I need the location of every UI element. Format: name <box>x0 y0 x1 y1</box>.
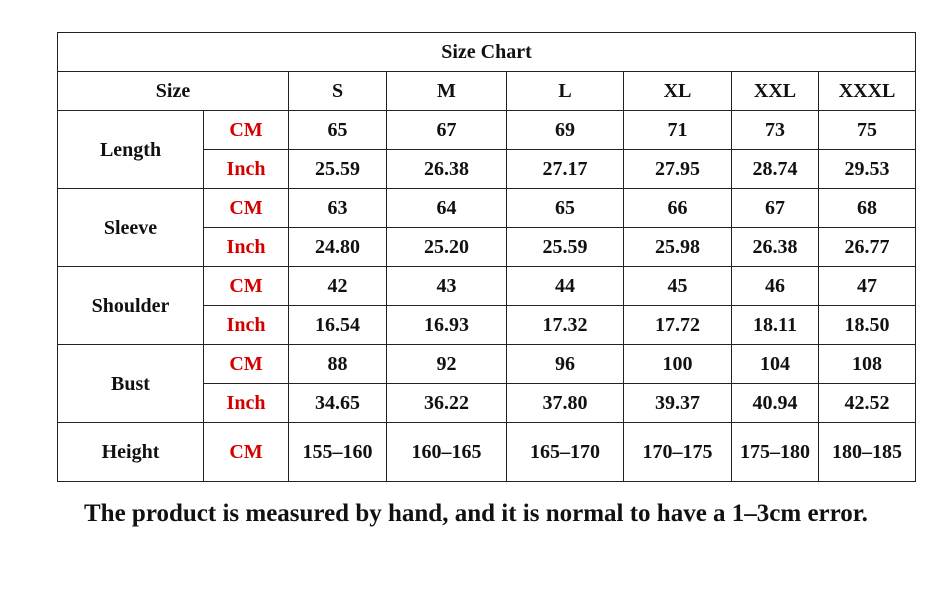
size-value: 46 <box>731 266 819 306</box>
data-row: Shoulder CM 42 43 44 45 46 47 <box>57 266 917 345</box>
size-value: 17.32 <box>506 305 624 345</box>
size-value: 16.93 <box>386 305 507 345</box>
unit-label: Inch <box>203 149 289 189</box>
size-value: 36.22 <box>386 383 507 423</box>
size-value: 47 <box>817 266 917 306</box>
size-value: 65 <box>288 110 387 150</box>
size-value: 66 <box>623 188 732 228</box>
size-value: 16.54 <box>288 305 387 345</box>
size-value: 18.50 <box>817 305 917 345</box>
data-row: Length CM 65 67 69 71 73 75 <box>57 110 917 189</box>
column-header: S <box>288 71 387 111</box>
size-value: 26.38 <box>386 149 507 189</box>
size-value: 37.80 <box>506 383 624 423</box>
size-value: 175–180 <box>731 422 819 482</box>
size-value: 25.59 <box>288 149 387 189</box>
size-value: 43 <box>386 266 507 306</box>
table-body: Size Chart Size S M L XL XXL XXXL Length CM 65 67 69… <box>56 32 917 482</box>
column-header: XL <box>623 71 732 111</box>
size-value: 29.53 <box>817 149 917 189</box>
size-value: 88 <box>288 344 387 384</box>
size-value: 39.37 <box>623 383 732 423</box>
size-value: 67 <box>386 110 507 150</box>
size-value: 25.59 <box>506 227 624 267</box>
data-row: Bust CM 88 92 96 100 104 108 <box>57 344 917 423</box>
footnote: The product is measured by hand, and it … <box>84 500 868 527</box>
row-label: Bust <box>57 344 204 423</box>
size-value: 28.74 <box>731 149 819 189</box>
size-value: 25.20 <box>386 227 507 267</box>
size-value: 155–160 <box>288 422 387 482</box>
column-header: M <box>386 71 507 111</box>
unit-label: Inch <box>203 383 289 423</box>
unit-label: CM <box>203 266 289 306</box>
size-value: 104 <box>731 344 819 384</box>
unit-label: CM <box>203 344 289 384</box>
row-label: Length <box>57 110 204 189</box>
unit-label: CM <box>203 422 289 482</box>
column-header: Size <box>57 71 289 111</box>
row-label: Sleeve <box>57 188 204 267</box>
size-value: 100 <box>623 344 732 384</box>
column-header: L <box>506 71 624 111</box>
unit-label: CM <box>203 110 289 150</box>
data-row: Inch 24.80 25.20 25.59 25.98 26.38 26.77 <box>58 227 917 267</box>
size-value: 160–165 <box>386 422 507 482</box>
size-value: 42.52 <box>817 383 917 423</box>
size-value: 27.95 <box>623 149 732 189</box>
title-row: Size Chart <box>56 32 917 72</box>
data-row: Inch 34.65 36.22 37.80 39.37 40.94 42.52 <box>58 383 917 423</box>
size-value: 92 <box>386 344 507 384</box>
size-value: 17.72 <box>623 305 732 345</box>
size-value: 71 <box>623 110 732 150</box>
size-value: 26.77 <box>817 227 917 267</box>
row-label: Shoulder <box>57 266 204 345</box>
size-value: 69 <box>506 110 624 150</box>
size-value: 75 <box>817 110 917 150</box>
data-row: Sleeve CM 63 64 65 66 67 68 <box>57 188 917 267</box>
size-value: 25.98 <box>623 227 732 267</box>
size-table: Size Chart Size S M L XL XXL XXXL Length CM 65 67 69… <box>56 32 917 482</box>
size-value: 26.38 <box>731 227 819 267</box>
data-row: Height CM 155–160 160–165 165–170 170–175 175–… <box>57 422 917 482</box>
data-row: Inch 25.59 26.38 27.17 27.95 28.74 29.53 <box>58 149 917 189</box>
size-value: 45 <box>623 266 732 306</box>
unit-label: CM <box>203 188 289 228</box>
size-value: 96 <box>506 344 624 384</box>
size-value: 65 <box>506 188 624 228</box>
table-title: Size Chart <box>56 32 917 72</box>
size-value: 64 <box>386 188 507 228</box>
size-value: 165–170 <box>506 422 624 482</box>
size-value: 108 <box>817 344 917 384</box>
column-header: XXL <box>731 71 819 111</box>
size-value: 27.17 <box>506 149 624 189</box>
size-value: 18.11 <box>731 305 819 345</box>
column-header: XXXL <box>817 71 917 111</box>
size-value: 40.94 <box>731 383 819 423</box>
header-row: Size S M L XL XXL XXXL <box>57 71 917 111</box>
unit-label: Inch <box>203 305 289 345</box>
data-row: Inch 16.54 16.93 17.32 17.72 18.11 18.50 <box>58 305 917 345</box>
size-value: 68 <box>817 188 917 228</box>
size-value: 34.65 <box>288 383 387 423</box>
size-value: 180–185 <box>817 422 917 482</box>
size-value: 67 <box>731 188 819 228</box>
size-value: 44 <box>506 266 624 306</box>
row-label: Height <box>57 422 204 482</box>
size-value: 63 <box>288 188 387 228</box>
size-value: 73 <box>731 110 819 150</box>
unit-label: Inch <box>203 227 289 267</box>
size-value: 24.80 <box>288 227 387 267</box>
size-value: 170–175 <box>623 422 732 482</box>
size-value: 42 <box>288 266 387 306</box>
